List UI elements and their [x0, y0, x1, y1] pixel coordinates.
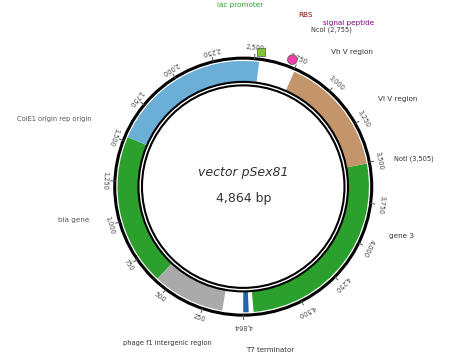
Wedge shape — [118, 137, 172, 279]
Text: NotI (3,505): NotI (3,505) — [394, 155, 434, 162]
Text: 1,750: 1,750 — [128, 89, 145, 107]
Text: 4,250: 4,250 — [333, 275, 351, 293]
FancyBboxPatch shape — [257, 48, 265, 55]
Text: 2,500: 2,500 — [246, 44, 265, 52]
Text: 3,500: 3,500 — [375, 150, 384, 170]
Text: 1,500: 1,500 — [107, 127, 120, 147]
Text: 3,250: 3,250 — [357, 108, 372, 128]
Text: T7 terminator: T7 terminator — [246, 347, 295, 353]
Text: 500: 500 — [153, 291, 166, 304]
Text: Vl V region: Vl V region — [378, 96, 417, 102]
Text: 3,750: 3,750 — [377, 195, 385, 215]
Text: signal peptide: signal peptide — [323, 20, 375, 26]
Text: 1,000: 1,000 — [104, 215, 115, 235]
Text: lac promoter: lac promoter — [218, 2, 264, 8]
Text: Vh V region: Vh V region — [331, 49, 373, 55]
Text: vector pSex81: vector pSex81 — [198, 166, 289, 179]
Wedge shape — [243, 291, 249, 312]
Wedge shape — [128, 61, 259, 145]
Text: 2,750: 2,750 — [289, 53, 309, 66]
Wedge shape — [115, 58, 372, 315]
Text: 4,864 bp: 4,864 bp — [216, 192, 271, 205]
Text: 4,000: 4,000 — [361, 238, 375, 257]
Text: NcoI (2,755): NcoI (2,755) — [311, 27, 352, 33]
Text: RBS: RBS — [298, 12, 312, 18]
Text: 4,500: 4,500 — [296, 304, 316, 317]
Text: phage f1 intergenic region: phage f1 intergenic region — [123, 340, 212, 346]
Wedge shape — [252, 163, 369, 312]
Text: ColE1 origin rep origin: ColE1 origin rep origin — [17, 116, 91, 122]
Text: 2,250: 2,250 — [201, 46, 221, 57]
Text: gene 3: gene 3 — [389, 233, 414, 239]
Wedge shape — [286, 72, 367, 167]
Circle shape — [288, 55, 297, 64]
Text: 3,000: 3,000 — [327, 75, 346, 92]
Text: 1,250: 1,250 — [101, 171, 108, 190]
Text: 250: 250 — [192, 313, 206, 323]
Text: 750: 750 — [123, 258, 135, 272]
Text: 4,864: 4,864 — [234, 323, 253, 329]
Wedge shape — [158, 263, 226, 310]
Text: 2,000: 2,000 — [160, 61, 179, 76]
Text: bla gene: bla gene — [58, 217, 90, 223]
